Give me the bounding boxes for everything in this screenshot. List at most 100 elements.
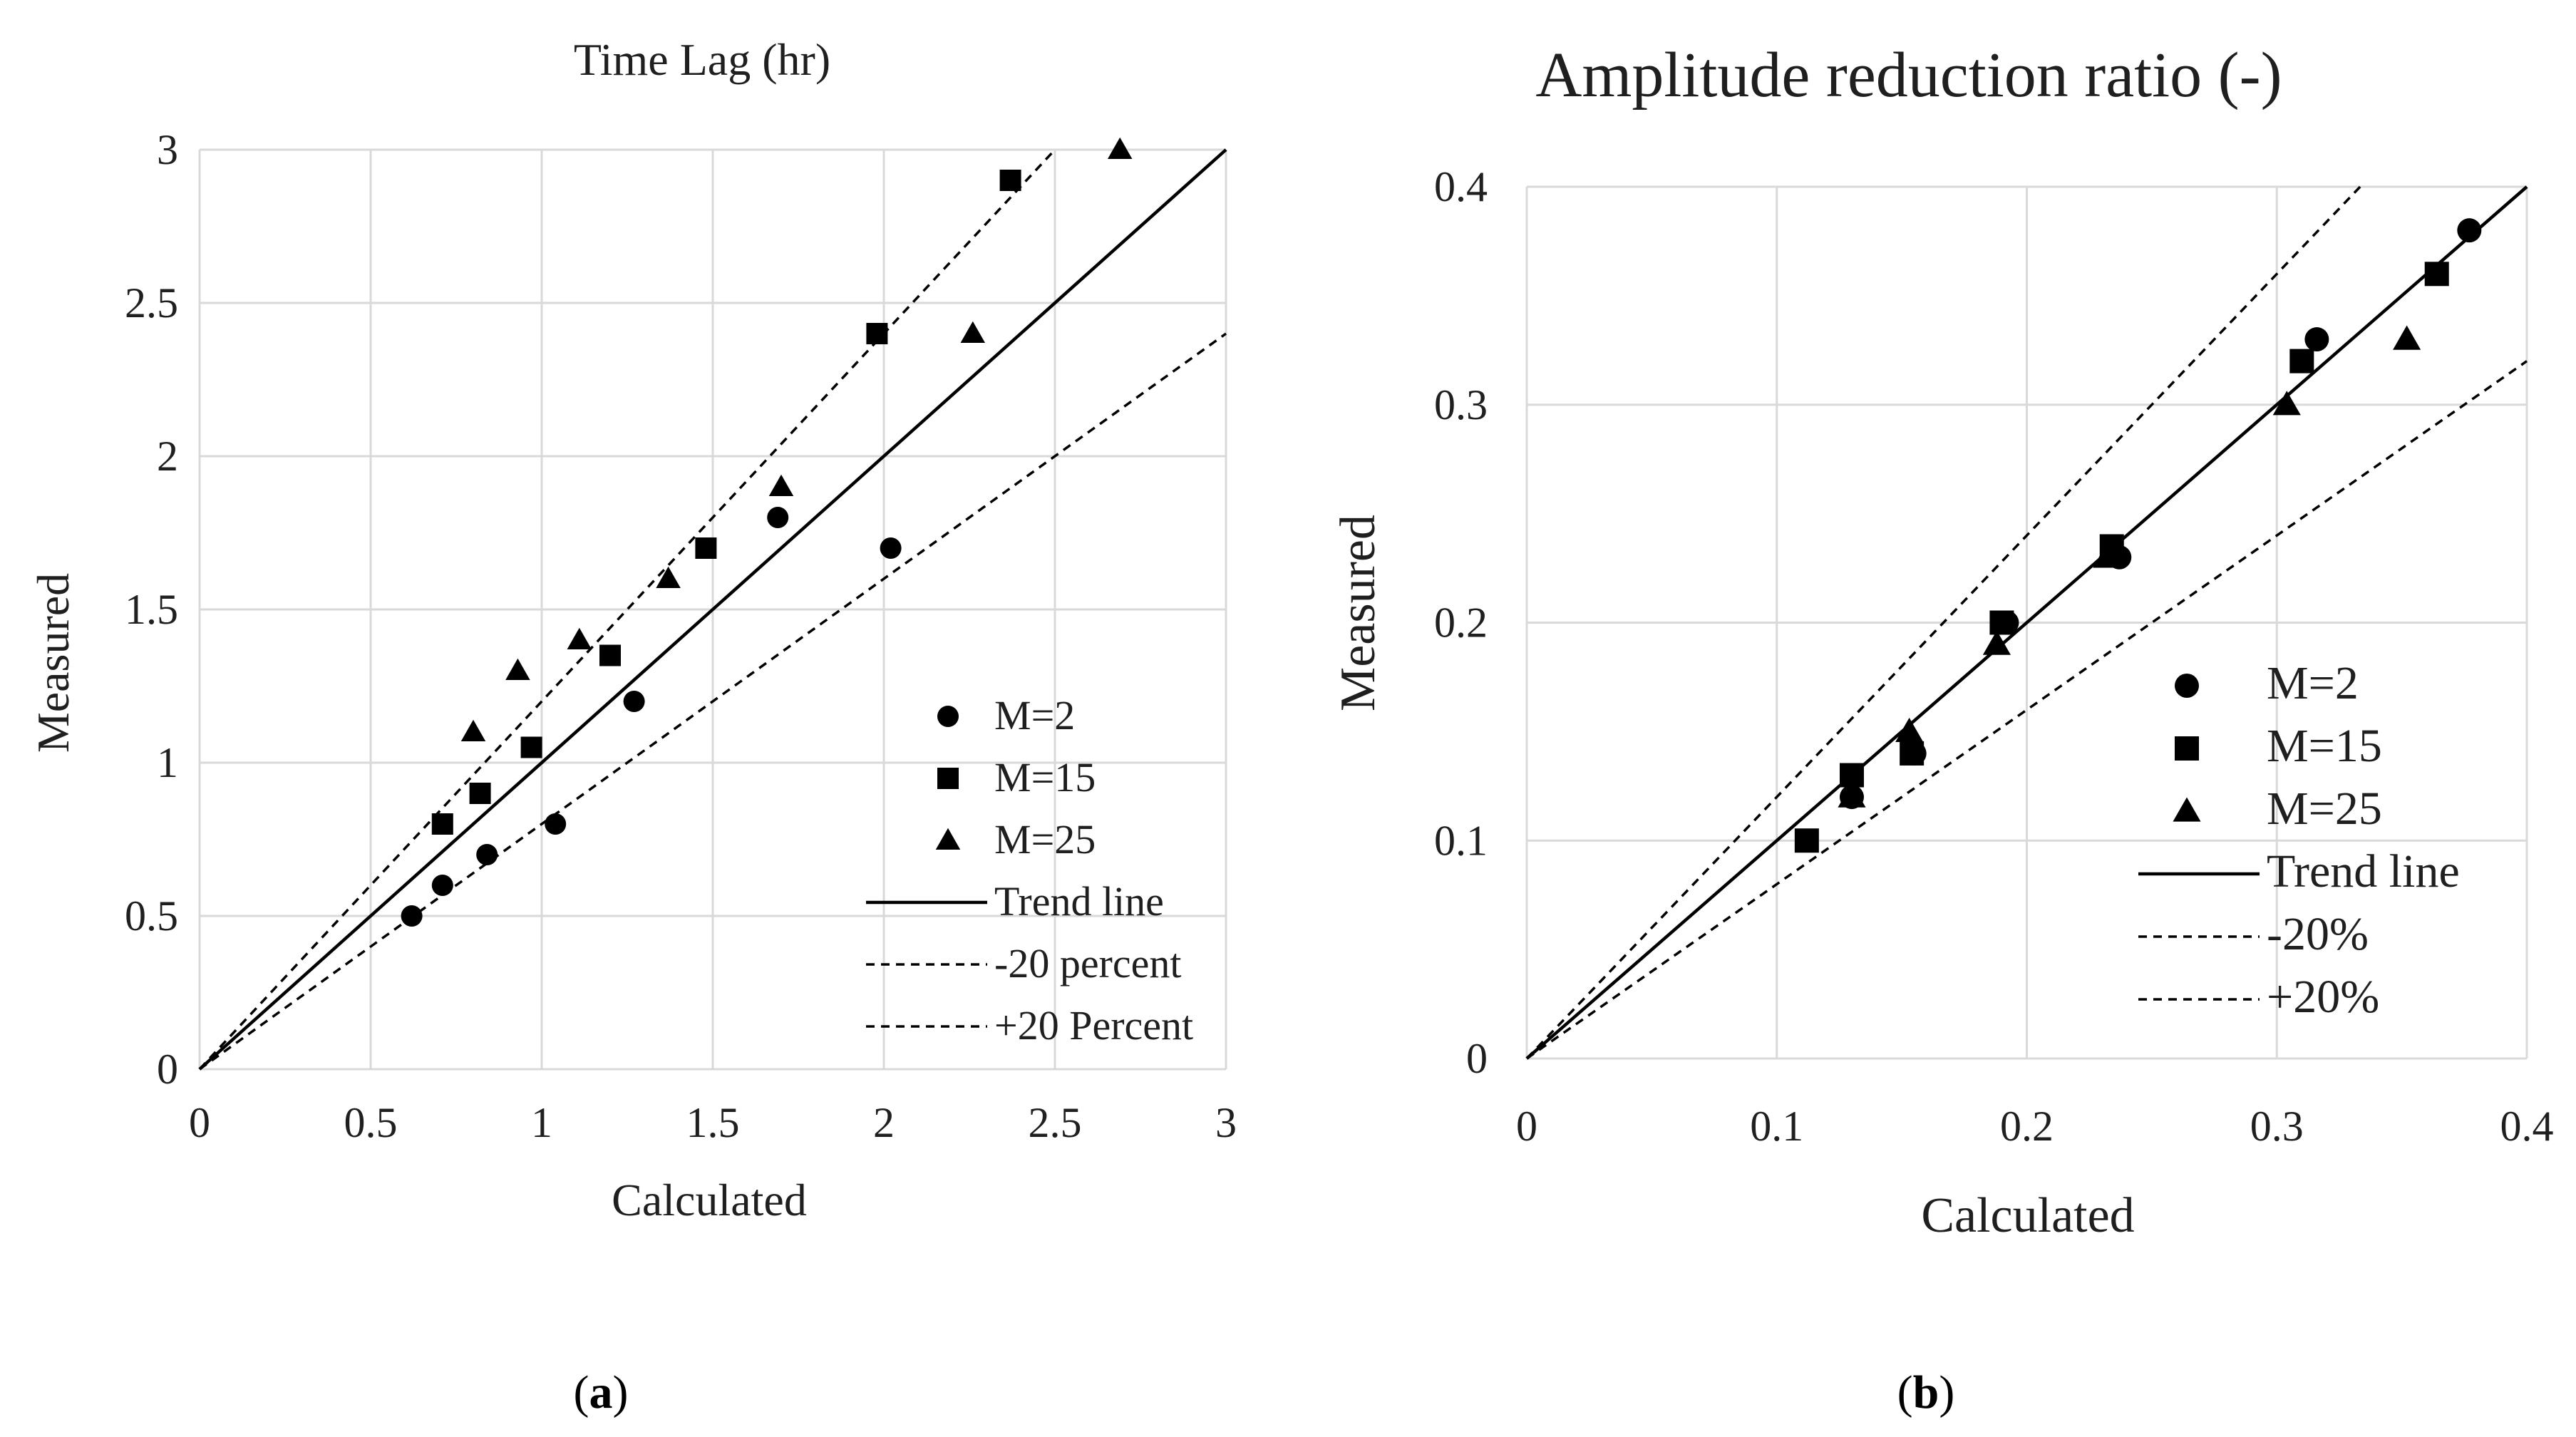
chart-b-title: Amplitude reduction ratio (-) (1535, 40, 2282, 110)
chart-b-grid (1525, 185, 2528, 1060)
y-tick-label: 0.5 (125, 892, 178, 939)
chart-b-x-axis-label: Calculated (1921, 1188, 2134, 1243)
data-point-m-2 (2457, 218, 2482, 243)
x-tick-label: 0.2 (2000, 1103, 2054, 1150)
chart-b-legend: M=2 M=15 M=25 Trend line -20% +20% (2138, 657, 2460, 1023)
legend-label: Trend line (994, 878, 1164, 924)
legend-marker (2175, 736, 2199, 761)
y-tick-label: 0.1 (1434, 817, 1488, 864)
legend-label: M=25 (994, 816, 1096, 862)
data-point-m-25 (460, 719, 486, 741)
data-point-m-15 (1794, 828, 1819, 853)
chart-b-amplitude: 0 0.1 0.2 0.3 0.4 0 0.1 0.2 0.3 0.4 Amplitude re… (1331, 40, 2554, 1418)
data-point-m-25 (2093, 543, 2121, 568)
legend-marker (935, 828, 961, 850)
reference-line (1525, 185, 2361, 1060)
data-point-m-2 (401, 905, 423, 927)
data-point-m-25 (2272, 391, 2301, 416)
x-tick-label: 2 (873, 1099, 895, 1146)
legend-label: M=2 (2267, 657, 2359, 709)
x-tick-label: 2.5 (1029, 1099, 1082, 1146)
y-tick-label: 0 (157, 1046, 178, 1093)
chart-b-y-ticks: 0 0.1 0.2 0.3 0.4 (1434, 163, 1488, 1082)
y-tick-label: 1.5 (125, 586, 178, 633)
chart-b-x-ticks: 0 0.1 0.2 0.3 0.4 (1516, 1103, 2554, 1150)
x-tick-label: 3 (1215, 1099, 1237, 1146)
x-tick-label: 0.5 (344, 1099, 398, 1146)
x-tick-label: 0.4 (2500, 1103, 2554, 1150)
data-point-m-15 (520, 736, 542, 758)
data-point-m-2 (623, 691, 645, 712)
legend-label: +20 Percent (994, 1002, 1193, 1049)
chart-b-data-points (1794, 218, 2482, 853)
y-tick-label: 3 (157, 126, 178, 173)
y-tick-label: 0.4 (1434, 163, 1488, 210)
y-tick-label: 1 (157, 739, 178, 786)
chart-a-caption-close: ) (613, 1366, 629, 1418)
chart-a-caption: (a) (574, 1366, 629, 1418)
data-point-m-25 (505, 658, 530, 680)
data-point-m-2 (880, 537, 902, 559)
data-point-m-25 (960, 321, 986, 343)
chart-a-y-ticks: 0 0.5 1 1.5 2 2.5 3 (125, 126, 178, 1093)
data-point-m-25 (567, 627, 592, 649)
data-point-m-25 (768, 474, 794, 496)
data-point-m-2 (767, 507, 789, 528)
legend-label: M=25 (2267, 783, 2382, 835)
chart-a-legend: M=2 M=15 M=25 Trend line -20 percent +20 Perc… (866, 692, 1193, 1049)
data-point-m-15 (431, 813, 453, 835)
x-tick-label: 0 (1516, 1103, 1537, 1150)
chart-b-caption: (b) (1897, 1366, 1955, 1418)
legend-label: M=2 (994, 692, 1075, 738)
data-point-m-15 (2424, 262, 2449, 287)
chart-a-y-axis-label: Measured (28, 573, 78, 753)
chart-a-time-lag: 0 0.5 1 1.5 2 2.5 3 0 0.5 1 1.5 2 2.5 3 Time Lag (hr… (28, 34, 1237, 1418)
chart-a-caption-open: ( (574, 1366, 589, 1418)
chart-a-x-ticks: 0 0.5 1 1.5 2 2.5 3 (189, 1099, 1237, 1146)
x-tick-label: 0 (189, 1099, 210, 1146)
y-tick-label: 0.2 (1434, 599, 1488, 647)
chart-a-x-axis-label: Calculated (612, 1175, 807, 1225)
legend-marker (937, 706, 959, 727)
data-point-m-15 (866, 323, 888, 344)
y-tick-label: 2.5 (125, 279, 178, 326)
x-tick-label: 0.3 (2250, 1103, 2304, 1150)
chart-b-y-axis-label: Measured (1331, 515, 1386, 711)
data-point-m-2 (431, 875, 453, 896)
data-point-m-25 (1838, 783, 1866, 808)
data-point-m-25 (1982, 630, 2011, 655)
data-point-m-25 (1107, 137, 1133, 159)
legend-label: Trend line (2267, 845, 2460, 897)
x-tick-label: 1.5 (686, 1099, 740, 1146)
data-point-m-15 (1900, 741, 1925, 766)
reference-line (1525, 185, 2528, 1060)
data-point-m-15 (469, 783, 491, 804)
data-point-m-2 (2304, 327, 2329, 352)
data-point-m-25 (2393, 325, 2421, 350)
chart-b-caption-letter: b (1913, 1366, 1939, 1418)
y-tick-label: 0.3 (1434, 381, 1488, 428)
data-point-m-15 (599, 644, 621, 666)
legend-label: -20 percent (994, 940, 1181, 987)
chart-a-caption-letter: a (589, 1366, 613, 1418)
data-point-m-15 (2289, 349, 2314, 374)
y-tick-label: 2 (157, 433, 178, 480)
legend-marker (937, 768, 959, 789)
chart-a-title: Time Lag (hr) (574, 34, 830, 85)
data-point-m-2 (476, 844, 498, 865)
legend-marker (2175, 674, 2199, 698)
data-point-m-25 (1895, 717, 1924, 743)
data-point-m-15 (695, 537, 717, 559)
reference-line (198, 332, 1227, 1071)
chart-b-caption-close: ) (1939, 1366, 1954, 1418)
reference-line (198, 148, 1227, 1071)
chart-b-reference-lines (1525, 185, 2528, 1060)
legend-label: M=15 (2267, 720, 2382, 772)
data-point-m-15 (1989, 610, 2014, 635)
legend-marker (2173, 797, 2201, 822)
y-tick-label: 0 (1466, 1035, 1488, 1082)
x-tick-label: 0.1 (1750, 1103, 1803, 1150)
legend-label: M=15 (994, 754, 1096, 800)
chart-a-reference-lines (198, 148, 1227, 1071)
